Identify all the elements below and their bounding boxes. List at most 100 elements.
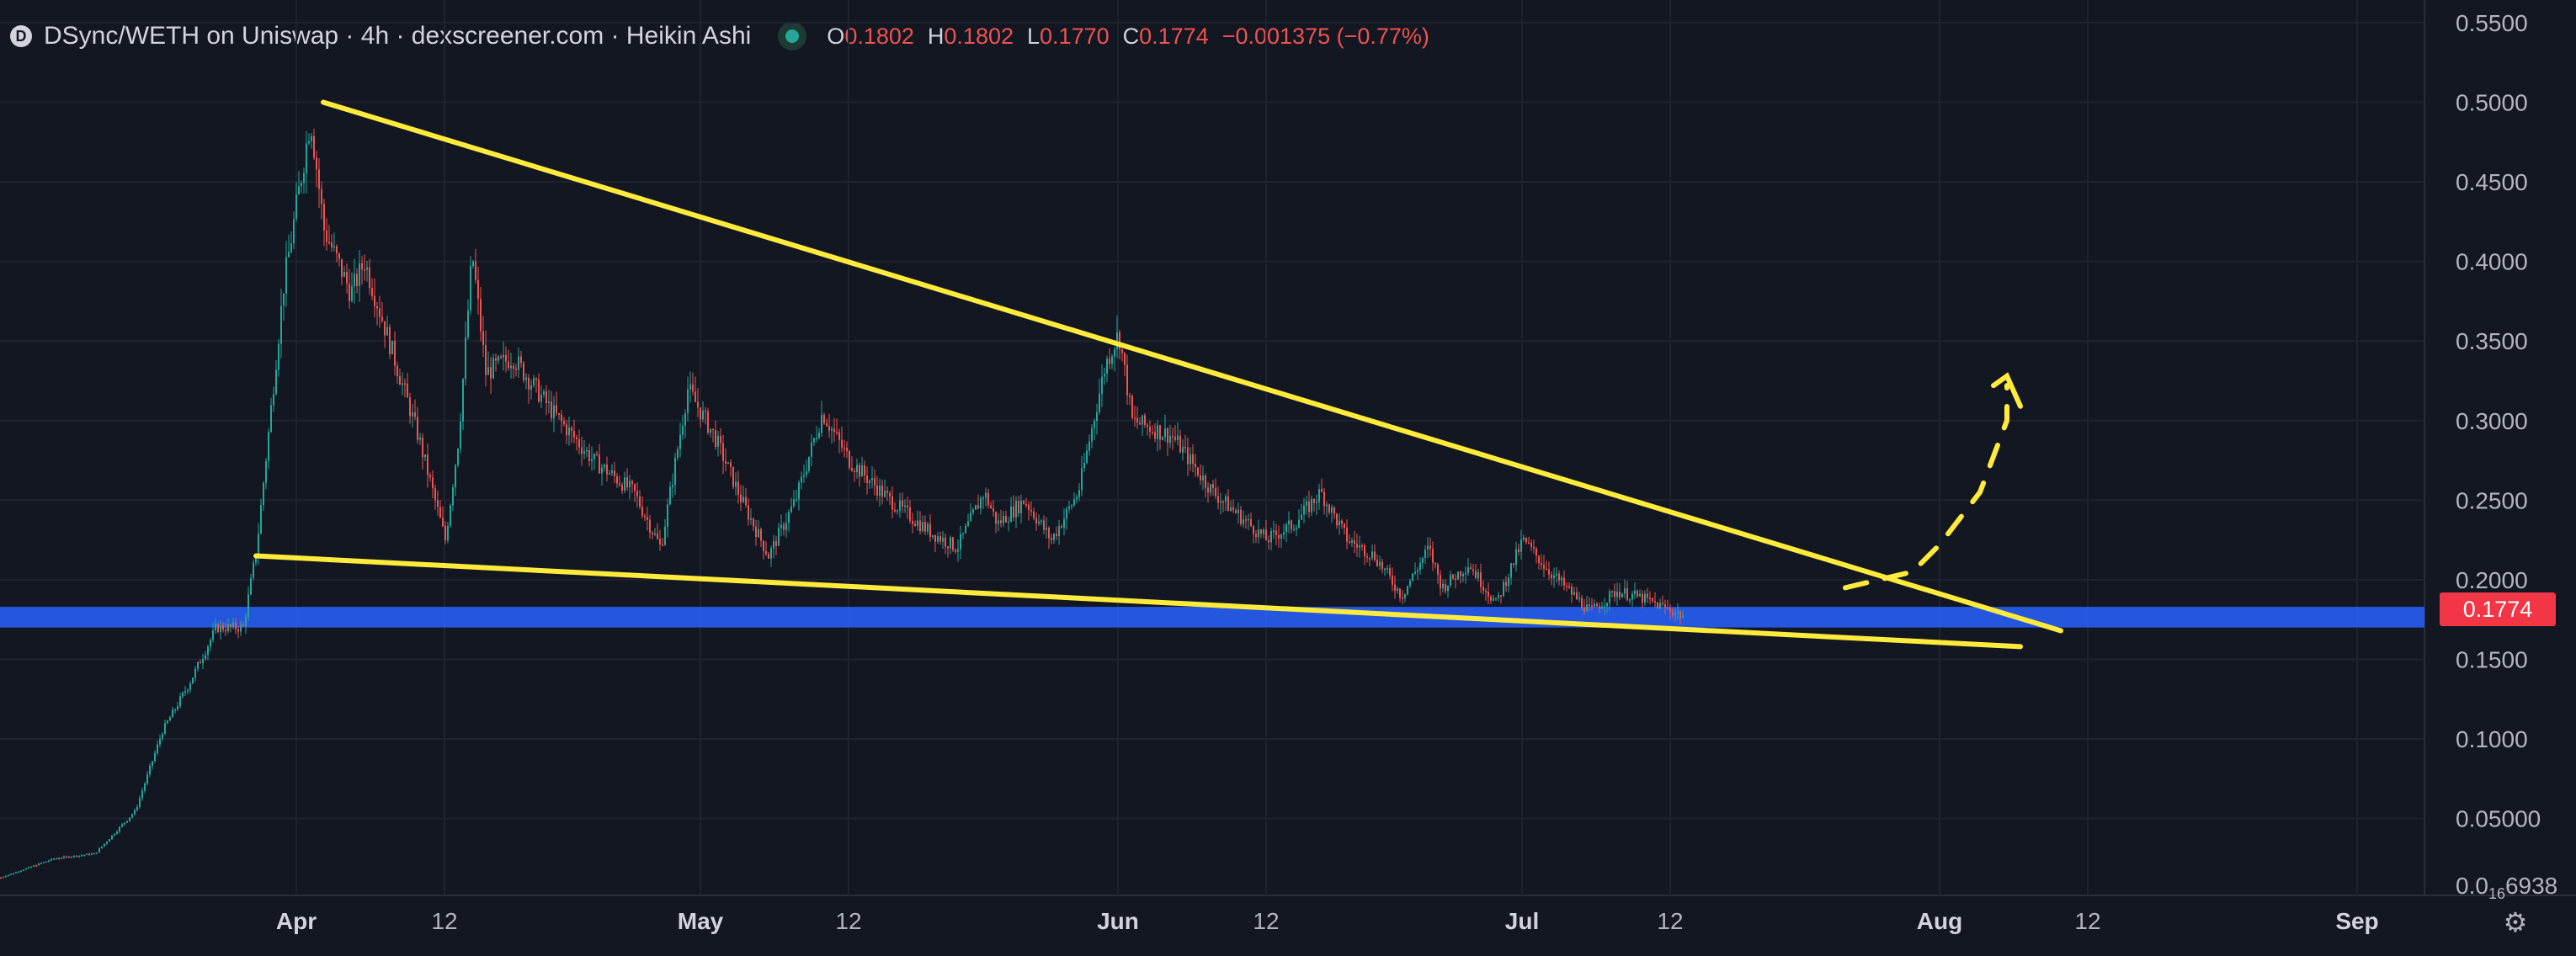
- candle-body: [1576, 592, 1578, 599]
- candle-body: [465, 337, 466, 380]
- candle-body: [225, 629, 226, 632]
- chart-legend: D DSync/WETH on Uniswap · 4h · dexscreen…: [10, 15, 1429, 57]
- candle-body: [1013, 506, 1014, 518]
- candle-body: [1174, 436, 1176, 440]
- candle-body: [942, 537, 944, 542]
- candle-body: [543, 391, 545, 396]
- candle-body: [528, 377, 530, 390]
- projection-dashed-path[interactable]: [1843, 383, 2009, 591]
- candle-body: [1662, 603, 1663, 604]
- candle-body: [182, 692, 184, 697]
- candle-body: [139, 798, 141, 807]
- candle-body: [207, 646, 209, 656]
- candle-body: [1306, 502, 1307, 506]
- candle-body: [444, 526, 446, 541]
- candle-body: [917, 520, 918, 526]
- candle-body: [1240, 509, 1242, 524]
- candle-body: [477, 279, 479, 300]
- candle-body: [177, 706, 178, 710]
- candle-body: [972, 509, 974, 513]
- candle-body: [333, 246, 335, 248]
- candle-body: [854, 470, 855, 473]
- candle-body: [1326, 504, 1328, 507]
- lower-trendline[interactable]: [253, 553, 2023, 650]
- support-band[interactable]: [0, 607, 2424, 628]
- candle-body: [1273, 530, 1275, 533]
- candle-body: [485, 344, 487, 375]
- candle-body: [1402, 598, 1403, 599]
- candle-body: [1571, 587, 1573, 595]
- candle-body: [1412, 573, 1413, 582]
- candle-body: [664, 526, 666, 545]
- candle-body: [1563, 577, 1565, 586]
- candle-body: [540, 395, 542, 402]
- candle-body: [93, 852, 95, 855]
- candle-body: [1275, 530, 1277, 535]
- candle-body: [641, 507, 643, 516]
- projection-arrowhead[interactable]: [1991, 372, 2023, 409]
- candle-body: [596, 453, 598, 455]
- candle-body: [775, 540, 777, 546]
- candle-body: [846, 448, 848, 452]
- upper-trendline[interactable]: [321, 99, 2063, 634]
- candle-body: [1260, 529, 1262, 534]
- candle-body: [447, 525, 449, 541]
- candle-body: [960, 534, 961, 550]
- candle-body: [301, 183, 302, 187]
- candle-body: [826, 422, 828, 427]
- candle-body: [1672, 612, 1674, 616]
- candle-body: [816, 438, 817, 439]
- candle-body: [144, 783, 146, 791]
- candle-body: [909, 507, 911, 521]
- candle-body: [460, 421, 461, 449]
- candle-body: [1149, 427, 1151, 433]
- candle-body: [894, 509, 896, 512]
- candle-body: [876, 486, 878, 497]
- candle-body: [1389, 568, 1391, 576]
- candle-body: [1154, 432, 1156, 439]
- candle-body: [561, 414, 562, 422]
- candle-body: [950, 537, 951, 549]
- candle-body: [394, 340, 396, 366]
- price-axis-label: 0.3500: [2456, 328, 2528, 354]
- candle-body: [599, 454, 600, 474]
- candle-body: [836, 432, 838, 433]
- candle-body: [975, 505, 977, 510]
- candle-body: [922, 522, 923, 532]
- candle-body: [1551, 574, 1552, 579]
- candle-body: [490, 367, 492, 379]
- candle-body: [18, 871, 19, 874]
- candle-body: [1283, 532, 1285, 535]
- candle-body: [404, 383, 406, 385]
- candle-body: [682, 425, 684, 435]
- candle-body: [1445, 583, 1446, 592]
- candle-body: [1594, 603, 1595, 607]
- candle-body: [1460, 571, 1461, 576]
- candle-body: [121, 824, 123, 827]
- candle-body: [1528, 542, 1530, 544]
- candle-body: [677, 449, 679, 458]
- token-logo-icon[interactable]: D: [10, 25, 32, 47]
- candle-body: [1596, 603, 1598, 607]
- candle-body: [1066, 508, 1067, 519]
- candle-body: [768, 554, 769, 559]
- candle-body: [1162, 437, 1163, 440]
- close-value: 0.1774: [1139, 23, 1209, 49]
- candle-body: [586, 450, 588, 452]
- candle-body: [1414, 571, 1416, 574]
- candle-body: [303, 173, 305, 183]
- candle-body: [609, 473, 610, 475]
- candle-body: [487, 367, 489, 375]
- candle-body: [1197, 467, 1199, 475]
- candle-body: [1467, 567, 1469, 573]
- time-axis[interactable]: Apr 12 May 12 Jun 12 Jul 12 Aug 12 Sep: [276, 908, 2379, 934]
- candle-body: [897, 510, 898, 513]
- candle-body: [727, 462, 729, 464]
- gear-icon[interactable]: ⚙: [2503, 907, 2528, 937]
- candle-body: [780, 524, 782, 528]
- price-axis[interactable]: 0.5500 0.5000 0.4500 0.4000 0.3500 0.3000 0.25…: [2456, 10, 2557, 902]
- candle-body: [513, 365, 514, 369]
- market-status-icon[interactable]: [778, 22, 807, 50]
- candle-body: [546, 391, 547, 404]
